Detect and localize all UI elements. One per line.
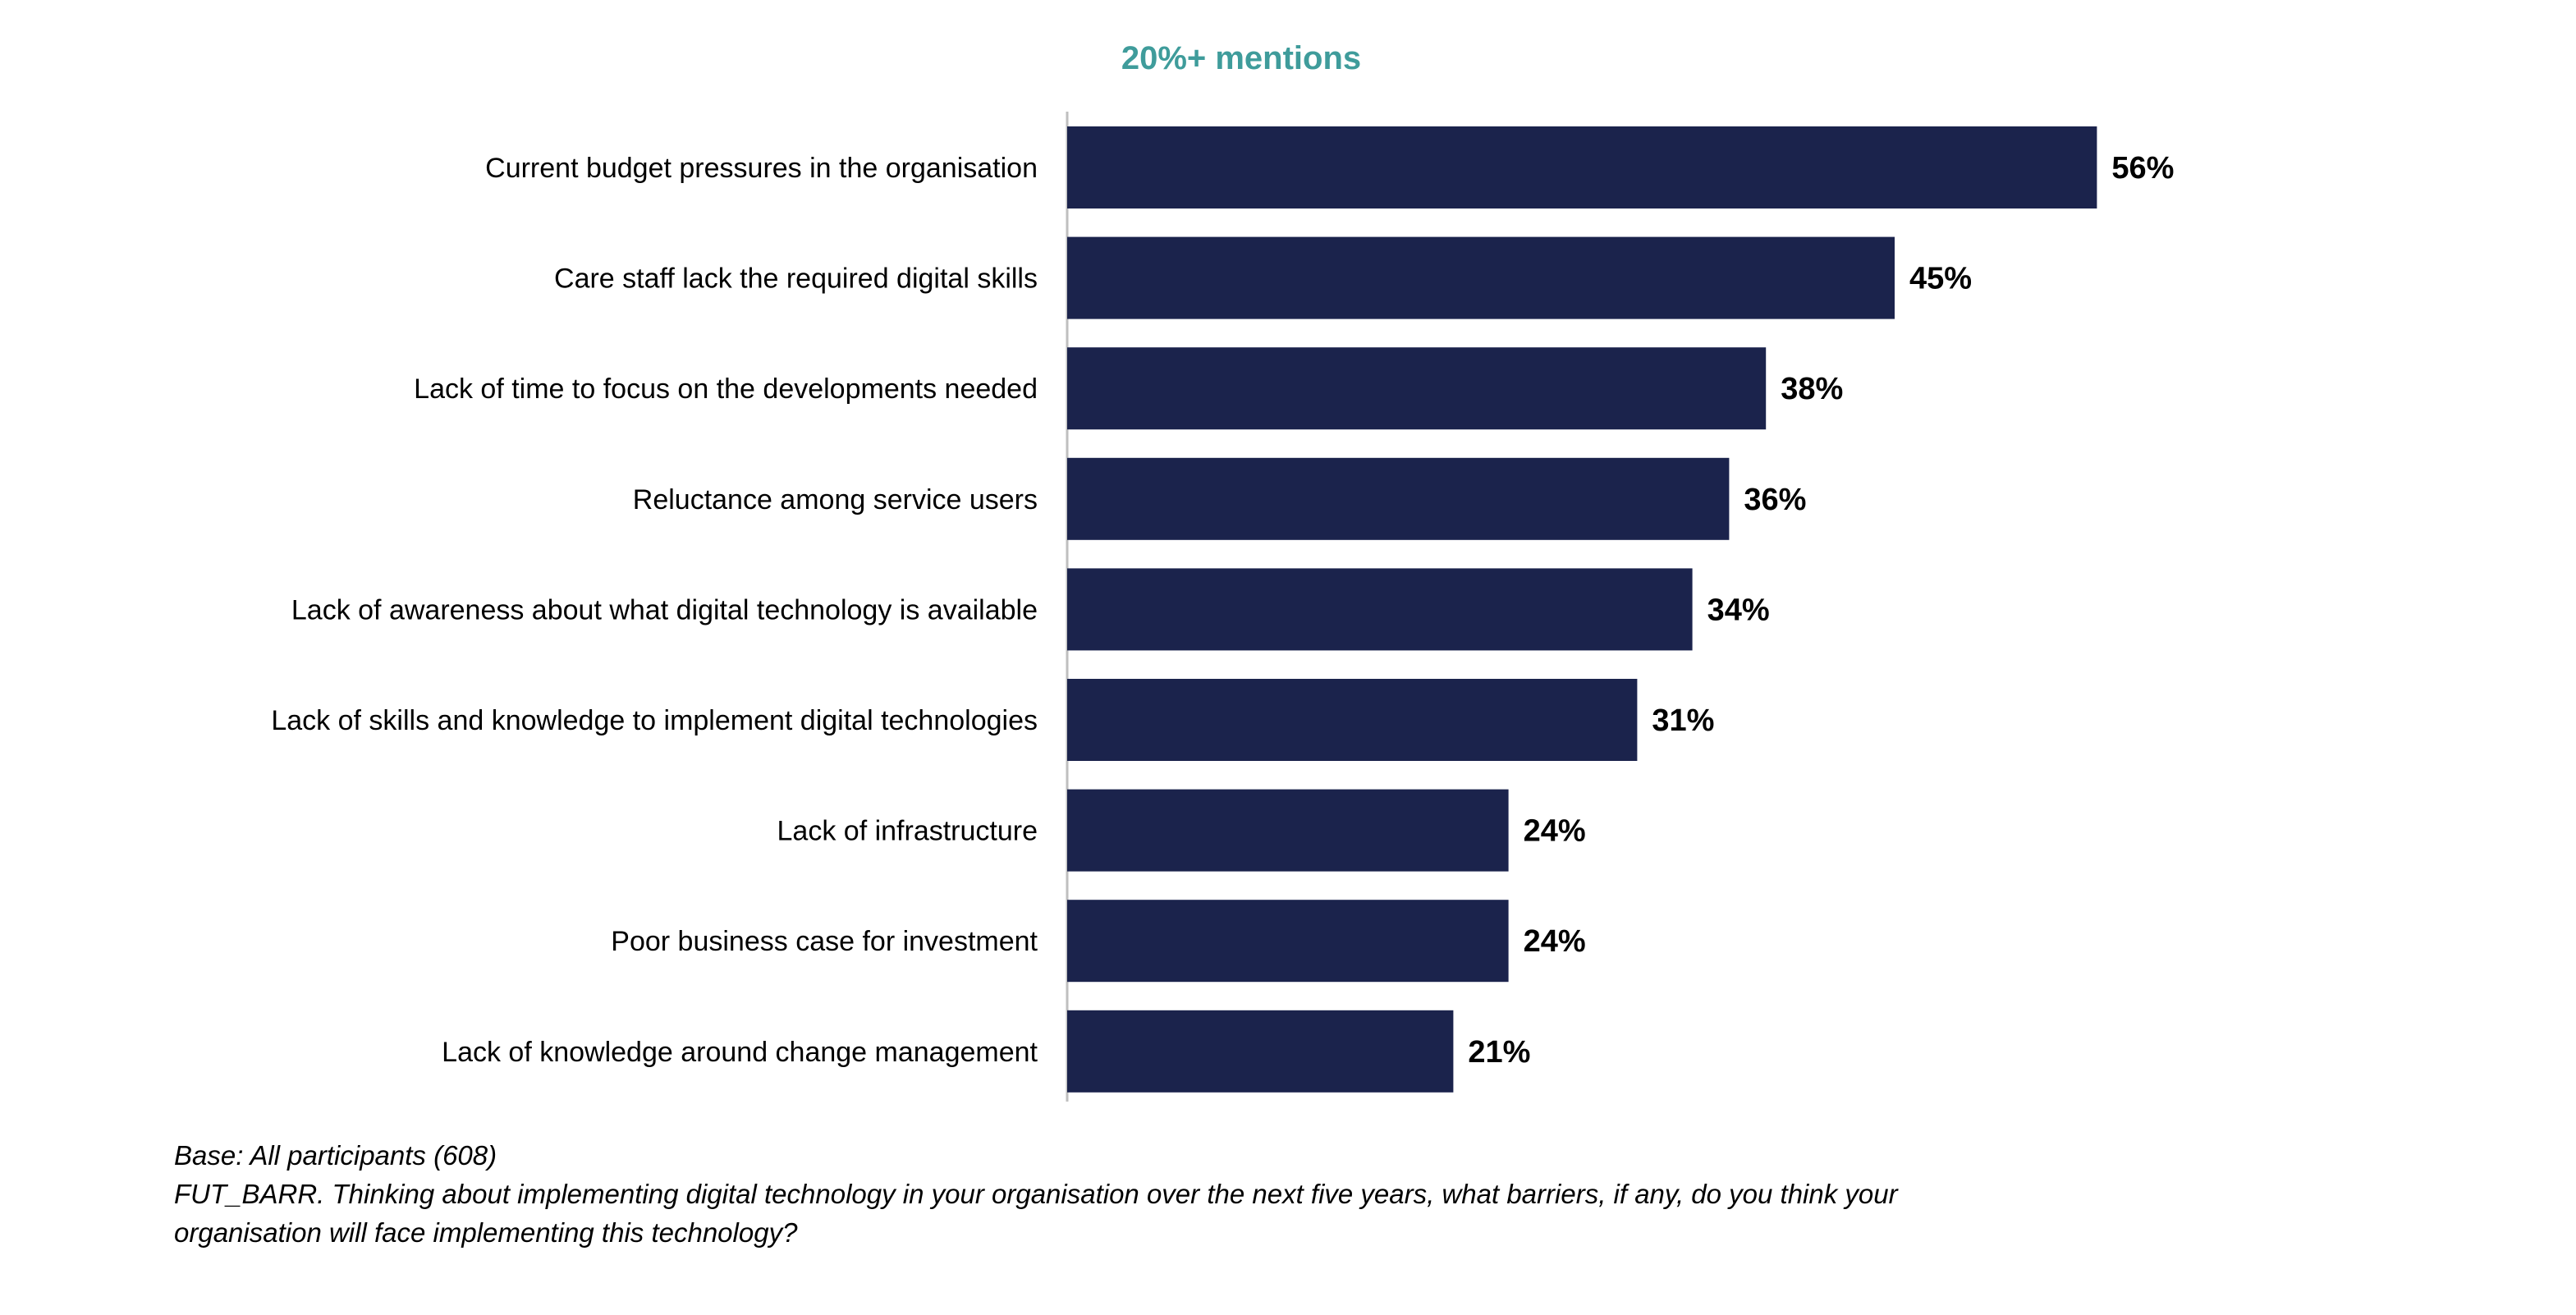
footnote-base: Base: All participants (608) [174, 1140, 497, 1171]
category-label-7: Poor business case for investment [611, 926, 1038, 957]
data-label-8: 21% [1468, 1035, 1530, 1070]
data-label-6: 24% [1524, 814, 1586, 849]
category-label-6: Lack of infrastructure [777, 816, 1038, 847]
bar-7 [1067, 900, 1509, 983]
data-label-4: 34% [1707, 593, 1770, 627]
bar-8 [1067, 1010, 1454, 1093]
category-label-1: Care staff lack the required digital ski… [554, 263, 1038, 295]
chart-title: 20%+ mentions [1121, 40, 1361, 76]
bar-2 [1067, 347, 1767, 430]
footnote: Base: All participants (608) FUT_BARR. T… [174, 1136, 2226, 1252]
data-label-7: 24% [1524, 924, 1586, 959]
category-label-8: Lack of knowledge around change manageme… [442, 1037, 1038, 1068]
data-label-5: 31% [1652, 703, 1714, 738]
bar-0 [1067, 126, 2097, 208]
category-label-2: Lack of time to focus on the development… [414, 373, 1038, 405]
category-label-0: Current budget pressures in the organisa… [485, 153, 1038, 184]
data-label-0: 56% [2111, 151, 2174, 186]
bar-5 [1067, 679, 1638, 761]
bar-1 [1067, 236, 1895, 319]
data-label-2: 38% [1781, 372, 1843, 406]
bar-3 [1067, 457, 1730, 540]
footnote-question-line2: organisation will face implementing this… [174, 1217, 798, 1248]
data-label-3: 36% [1744, 483, 1806, 517]
category-label-5: Lack of skills and knowledge to implemen… [271, 705, 1038, 736]
bars-group: Current budget pressures in the organisa… [271, 126, 2174, 1093]
footnote-question-line1: FUT_BARR. Thinking about implementing di… [174, 1179, 1898, 1209]
bar-6 [1067, 789, 1509, 872]
bar-4 [1067, 568, 1693, 651]
data-label-1: 45% [1909, 262, 1972, 296]
category-label-3: Reluctance among service users [633, 484, 1038, 515]
category-label-4: Lack of awareness about what digital tec… [291, 594, 1038, 625]
